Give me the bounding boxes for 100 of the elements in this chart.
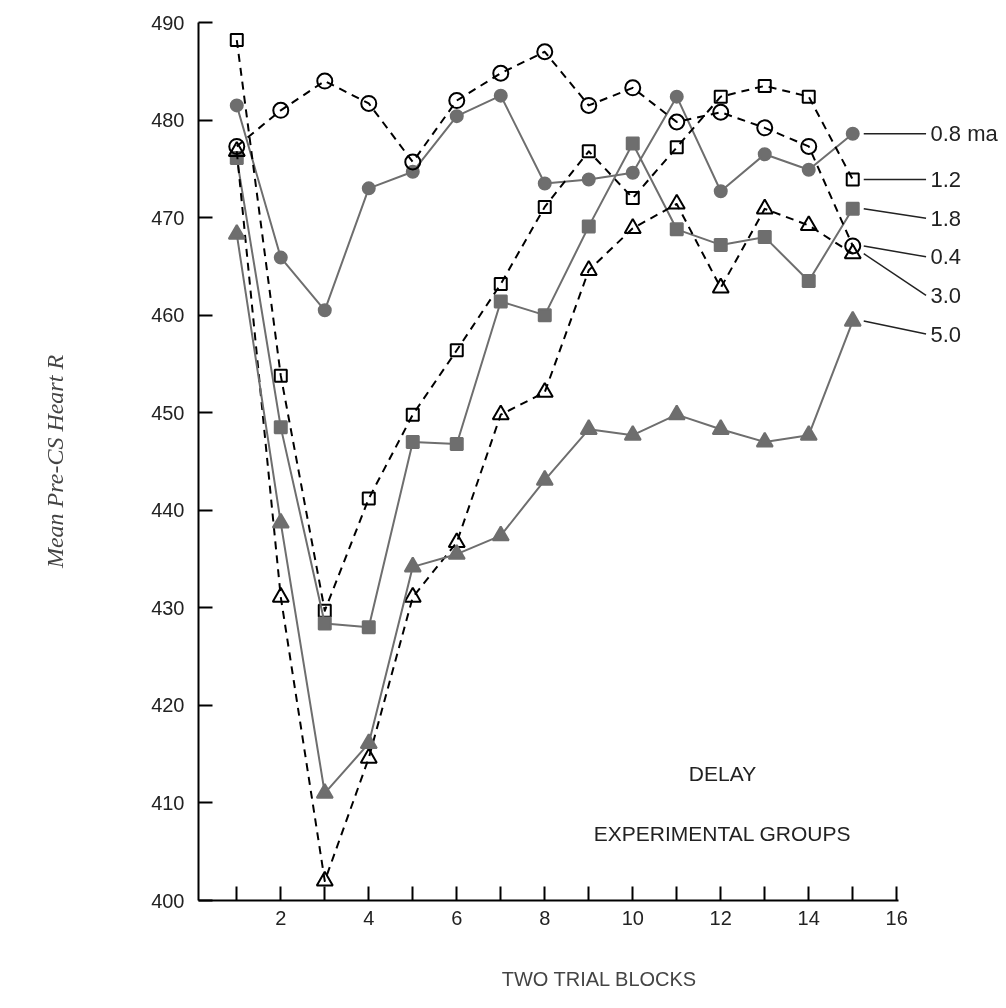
point xyxy=(493,88,508,103)
point xyxy=(713,184,728,199)
point xyxy=(845,201,860,216)
y-tick-label: 450 xyxy=(151,401,185,424)
point xyxy=(447,543,466,560)
point xyxy=(229,98,244,113)
point xyxy=(271,586,290,603)
point xyxy=(843,243,862,260)
point xyxy=(405,407,420,422)
y-tick-label: 430 xyxy=(151,596,185,619)
text: 3.0 xyxy=(930,282,962,308)
point xyxy=(537,308,552,323)
point xyxy=(404,153,422,171)
point xyxy=(669,140,684,155)
point xyxy=(449,343,464,358)
point xyxy=(799,424,818,441)
y-tick-label: 470 xyxy=(151,206,185,229)
y-tick-label: 420 xyxy=(151,694,185,717)
point xyxy=(581,219,596,234)
point xyxy=(449,109,464,124)
point xyxy=(228,137,246,155)
point xyxy=(361,491,376,506)
point xyxy=(405,434,420,449)
point xyxy=(273,420,288,435)
point xyxy=(273,368,288,383)
point xyxy=(844,237,862,255)
point xyxy=(359,733,378,750)
point xyxy=(449,436,464,451)
point xyxy=(625,191,640,206)
point xyxy=(625,165,640,180)
point xyxy=(799,215,818,232)
point xyxy=(801,274,816,289)
point xyxy=(359,747,378,764)
point xyxy=(536,43,554,61)
point xyxy=(493,276,508,291)
x-tick-label: 2 xyxy=(275,906,287,929)
point xyxy=(403,586,422,603)
point xyxy=(624,79,642,97)
point xyxy=(712,103,730,121)
y-axis-title: Mean Pre-CS Heart R xyxy=(42,354,69,570)
point xyxy=(668,113,686,131)
point xyxy=(757,78,772,93)
y-tick-label: 400 xyxy=(151,889,185,912)
point xyxy=(801,162,816,177)
x-axis-title: TWO TRIAL BLOCKS xyxy=(501,967,697,990)
x-tick-label: 8 xyxy=(539,906,551,929)
x-tick-label: 16 xyxy=(885,906,908,929)
point xyxy=(755,198,774,215)
point xyxy=(535,382,554,398)
text: 1.8 xyxy=(930,205,962,231)
y-tick-label: 410 xyxy=(151,791,185,814)
x-tick-label: 12 xyxy=(709,906,732,929)
point xyxy=(493,294,508,309)
point xyxy=(713,89,728,104)
x-tick-label: 10 xyxy=(621,906,644,929)
x-tick-label: 4 xyxy=(363,906,375,929)
point xyxy=(361,181,376,196)
x-tick-label: 6 xyxy=(451,906,463,929)
text: 1.2 xyxy=(930,167,962,193)
point xyxy=(491,404,510,421)
point xyxy=(316,72,334,90)
point xyxy=(448,92,466,110)
point xyxy=(272,101,290,119)
point xyxy=(756,119,774,137)
point xyxy=(491,525,510,542)
point xyxy=(757,147,772,162)
point xyxy=(843,310,862,327)
point xyxy=(579,260,598,276)
point xyxy=(317,303,332,318)
point xyxy=(580,96,598,114)
point xyxy=(273,250,288,265)
point xyxy=(537,199,552,214)
point xyxy=(711,277,730,294)
point xyxy=(755,431,774,448)
y-tick-label: 490 xyxy=(151,11,185,34)
point xyxy=(403,556,422,573)
point xyxy=(713,237,728,252)
point xyxy=(667,404,686,421)
text: 0.4 xyxy=(930,244,962,270)
point xyxy=(845,126,860,141)
point xyxy=(623,218,642,234)
point xyxy=(581,144,596,159)
point xyxy=(623,424,642,441)
text: 0.8 ma xyxy=(930,121,999,147)
point xyxy=(447,532,466,549)
x-tick-label: 14 xyxy=(797,906,820,929)
point xyxy=(711,419,730,435)
point xyxy=(535,469,554,486)
point xyxy=(317,603,332,618)
annotation: DELAY xyxy=(688,762,757,785)
point xyxy=(581,172,596,187)
point xyxy=(800,137,818,155)
y-tick-label: 480 xyxy=(151,109,185,132)
point xyxy=(845,172,860,187)
point xyxy=(625,136,640,151)
point xyxy=(315,782,334,799)
point xyxy=(360,94,378,112)
point xyxy=(315,870,334,887)
y-tick-label: 460 xyxy=(151,304,185,327)
point xyxy=(801,89,816,104)
